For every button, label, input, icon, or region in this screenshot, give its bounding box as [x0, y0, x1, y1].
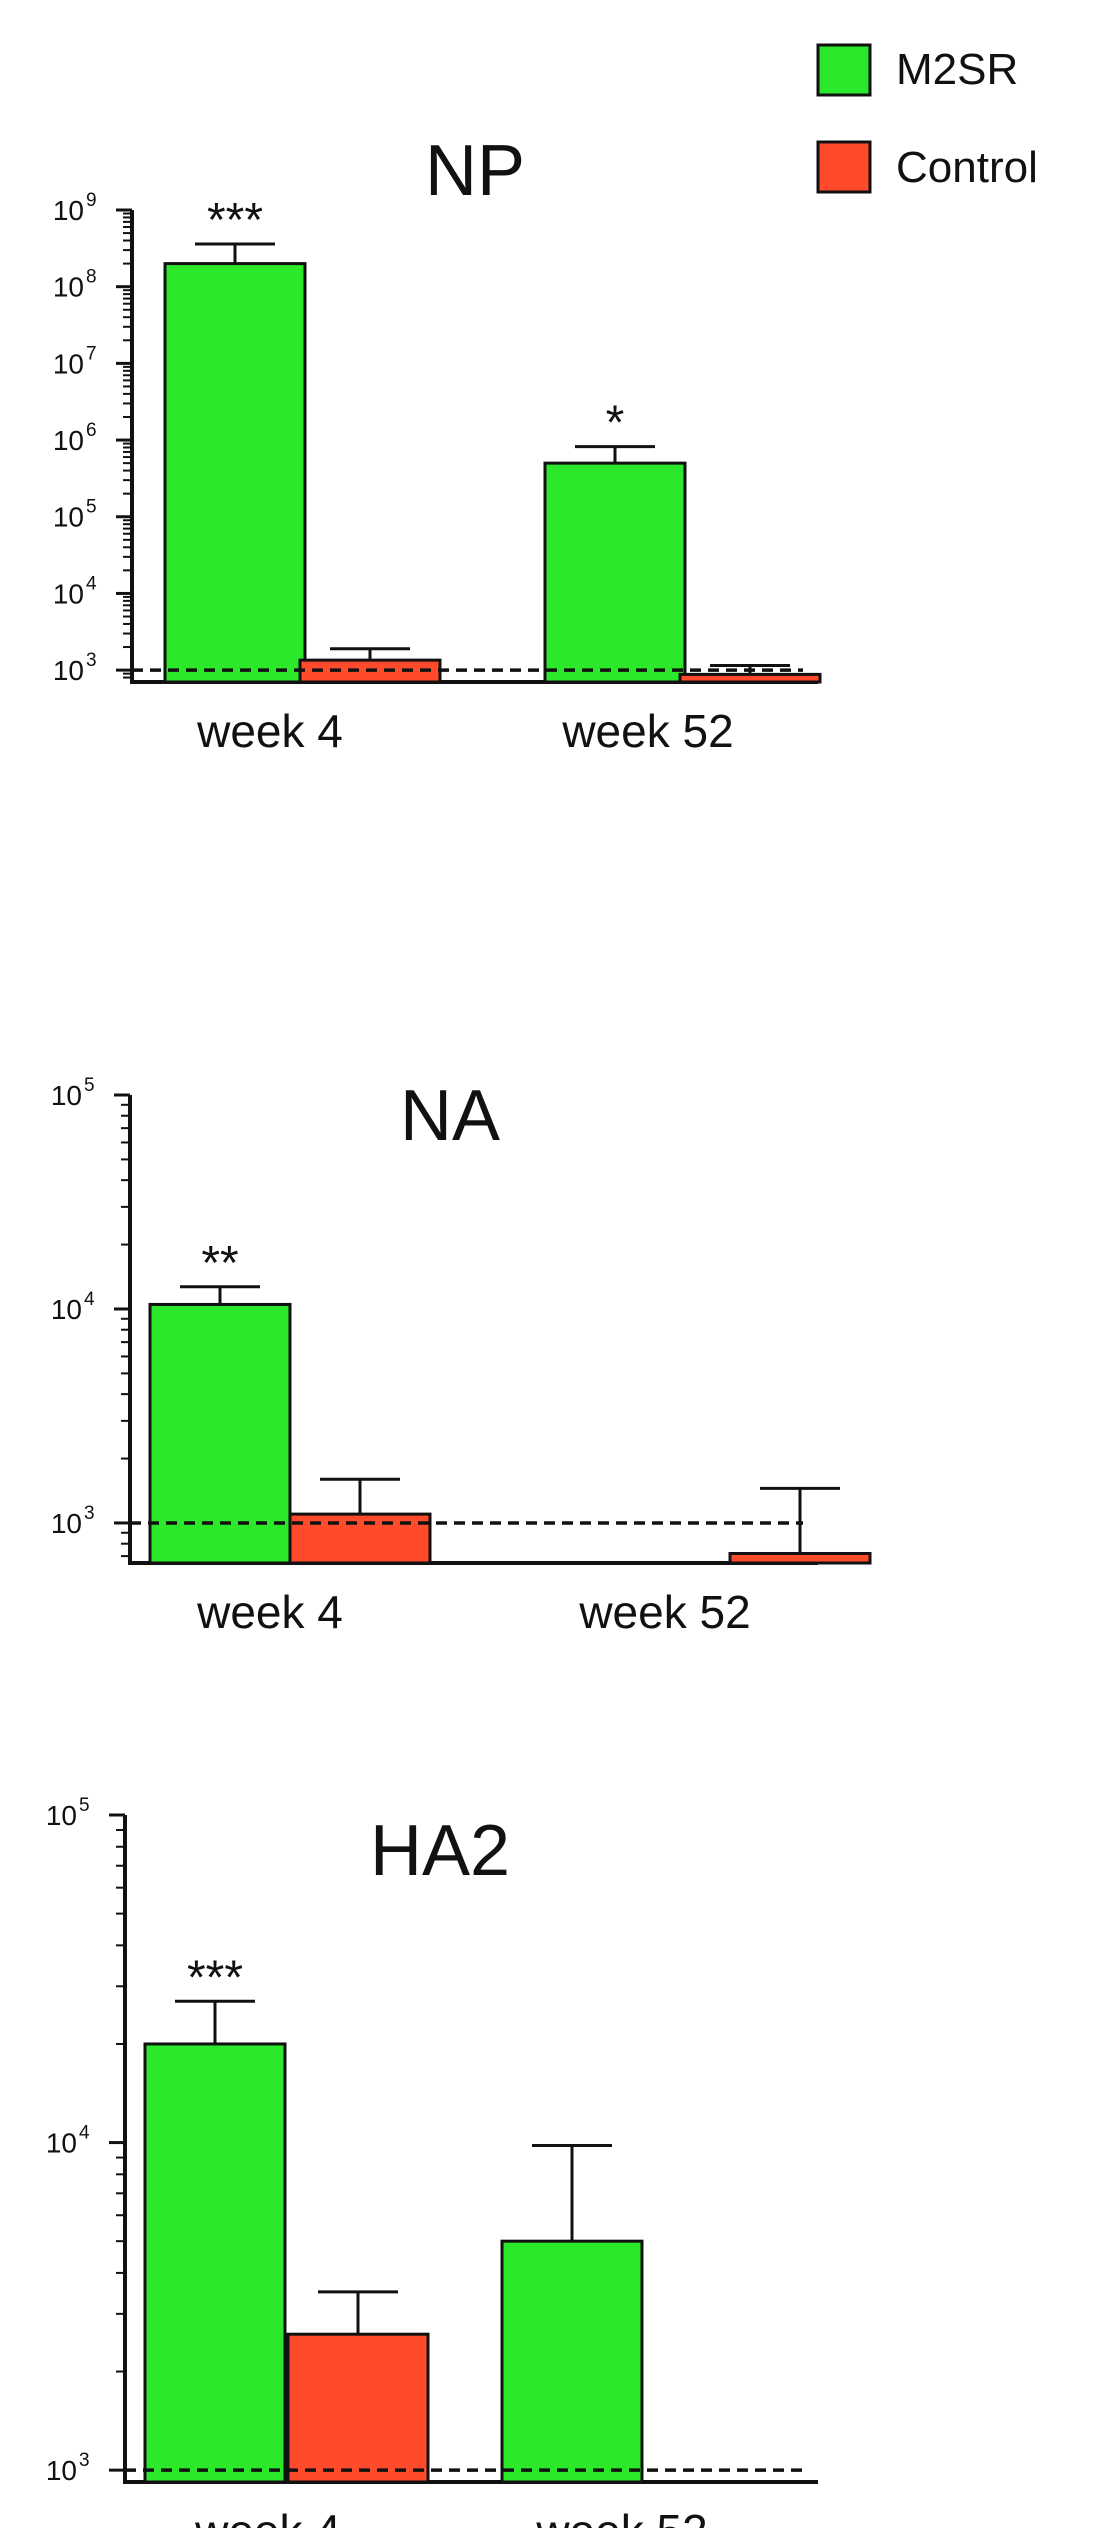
x-tick-label: week 52	[578, 1586, 750, 1638]
y-tick-label: 10	[53, 502, 84, 533]
y-tick-exponent: 7	[86, 343, 97, 364]
y-tick-exponent: 4	[79, 2123, 90, 2144]
y-tick-label: 10	[53, 272, 84, 303]
legend-label-control: Control	[896, 143, 1038, 192]
x-tick-label: week 4	[196, 1586, 343, 1638]
y-tick-exponent: 8	[86, 267, 97, 288]
significance-label: **	[201, 1237, 238, 1290]
bar-control	[286, 2332, 430, 2484]
y-tick-exponent: 4	[84, 1289, 95, 1310]
bar-m2sr	[148, 1302, 292, 1565]
y-tick-label: 10	[51, 1508, 82, 1539]
y-tick-label: 10	[51, 1294, 82, 1325]
y-tick-exponent: 3	[84, 1503, 95, 1524]
y-tick-exponent: 3	[86, 650, 97, 671]
x-tick-label: week 52	[535, 2505, 707, 2528]
significance-label: *	[606, 397, 625, 450]
x-tick-label: week 4	[194, 2505, 341, 2528]
bar-m2sr	[500, 2239, 644, 2484]
legend: M2SR Control	[816, 43, 1038, 194]
y-tick-exponent: 3	[79, 2450, 90, 2471]
x-tick-label: week 4	[196, 705, 343, 757]
bar-m2sr	[163, 262, 307, 684]
y-tick-label: 10	[46, 2128, 77, 2159]
y-tick-exponent: 6	[86, 420, 97, 441]
y-tick-label: 10	[53, 578, 84, 609]
y-tick-label: 10	[53, 655, 84, 686]
bar-control	[678, 672, 822, 684]
x-tick-label: week 52	[561, 705, 733, 757]
bar-m2sr	[143, 2042, 287, 2484]
y-tick-label: 10	[53, 195, 84, 226]
y-tick-label: 10	[51, 1080, 82, 1111]
legend-swatch-control	[816, 140, 872, 194]
y-tick-exponent: 9	[86, 190, 97, 211]
y-tick-exponent: 5	[84, 1075, 95, 1096]
y-tick-exponent: 5	[79, 1795, 90, 1816]
chart-title: HA2	[370, 1811, 510, 1891]
y-tick-label: 10	[53, 348, 84, 379]
y-tick-label: 10	[53, 425, 84, 456]
chart-title: NP	[425, 131, 525, 211]
bar-m2sr	[543, 461, 687, 684]
bar-control	[728, 1551, 872, 1565]
y-tick-exponent: 4	[86, 573, 97, 594]
y-tick-label: 10	[46, 2455, 77, 2486]
y-tick-label: 10	[46, 1800, 77, 1831]
y-tick-exponent: 5	[86, 497, 97, 518]
significance-label: ***	[207, 194, 263, 247]
significance-label: ***	[187, 1951, 243, 2004]
legend-label-m2sr: M2SR	[896, 45, 1018, 94]
legend-swatch-m2sr	[816, 43, 872, 97]
chart-title: NA	[400, 1076, 500, 1156]
